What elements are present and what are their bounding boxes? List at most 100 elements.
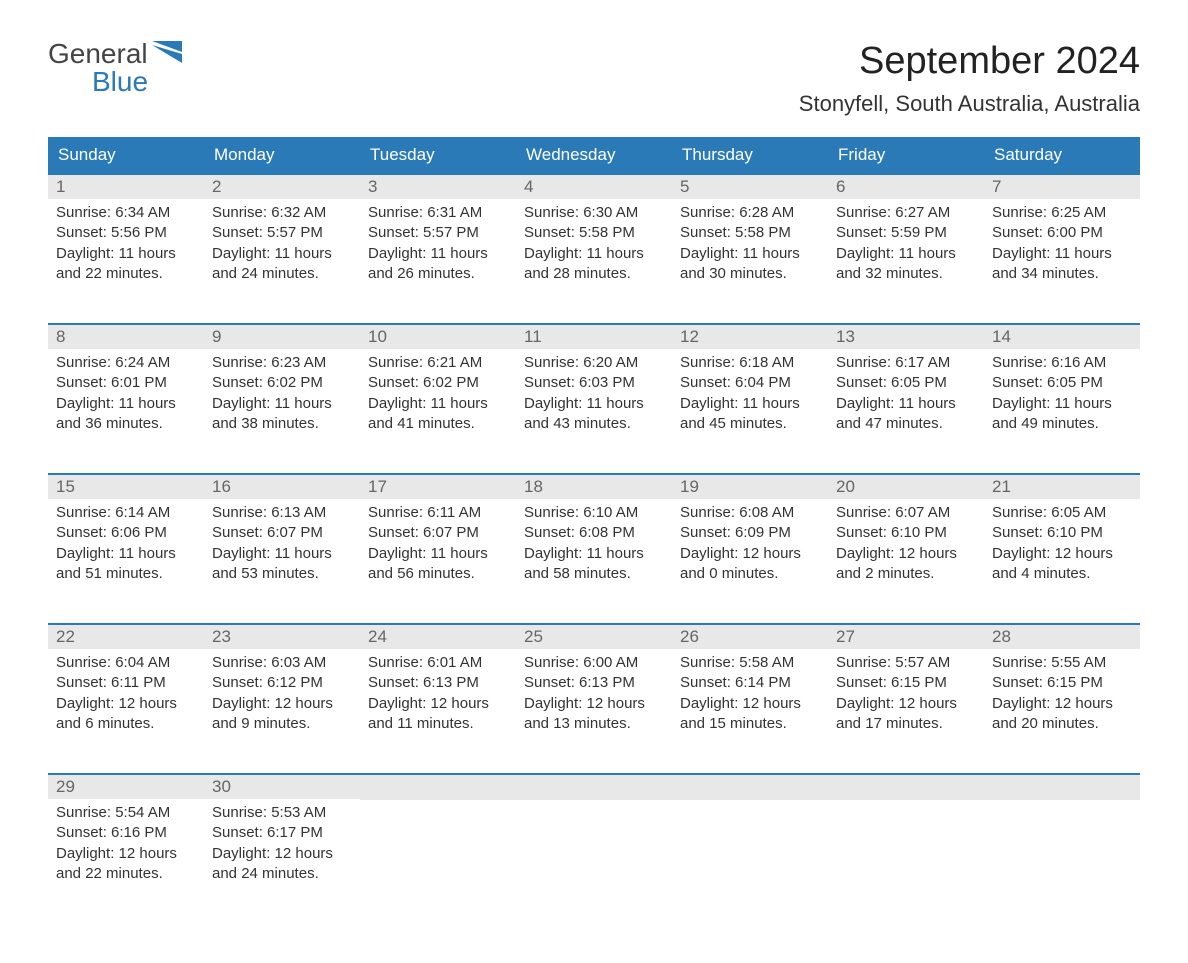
day-daylight2: and 53 minutes. [212, 564, 352, 584]
day-sunrise: Sunrise: 6:08 AM [680, 503, 820, 523]
day-daylight1: Daylight: 12 hours [56, 694, 196, 714]
day-daylight2: and 2 minutes. [836, 564, 976, 584]
week-row: 29Sunrise: 5:54 AMSunset: 6:16 PMDayligh… [48, 773, 1140, 895]
day-number: 18 [524, 477, 543, 496]
day-sunset: Sunset: 6:03 PM [524, 373, 664, 393]
empty-number-row [672, 775, 828, 800]
day-sunrise: Sunrise: 6:04 AM [56, 653, 196, 673]
day-cell: 11Sunrise: 6:20 AMSunset: 6:03 PMDayligh… [516, 325, 672, 445]
day-number-row: 30 [204, 775, 360, 799]
day-cell: 5Sunrise: 6:28 AMSunset: 5:58 PMDaylight… [672, 175, 828, 295]
day-sunrise: Sunrise: 6:03 AM [212, 653, 352, 673]
day-sunrise: Sunrise: 6:18 AM [680, 353, 820, 373]
logo-text-top: General [48, 40, 148, 68]
day-cell: 18Sunrise: 6:10 AMSunset: 6:08 PMDayligh… [516, 475, 672, 595]
day-cell: 28Sunrise: 5:55 AMSunset: 6:15 PMDayligh… [984, 625, 1140, 745]
day-cell: 23Sunrise: 6:03 AMSunset: 6:12 PMDayligh… [204, 625, 360, 745]
day-sunset: Sunset: 6:16 PM [56, 823, 196, 843]
day-number: 4 [524, 177, 533, 196]
day-sunset: Sunset: 5:57 PM [368, 223, 508, 243]
day-content: Sunrise: 6:18 AMSunset: 6:04 PMDaylight:… [672, 349, 828, 442]
day-content: Sunrise: 6:17 AMSunset: 6:05 PMDaylight:… [828, 349, 984, 442]
day-content: Sunrise: 6:27 AMSunset: 5:59 PMDaylight:… [828, 199, 984, 292]
day-sunset: Sunset: 6:13 PM [368, 673, 508, 693]
day-daylight1: Daylight: 11 hours [836, 394, 976, 414]
day-content: Sunrise: 6:13 AMSunset: 6:07 PMDaylight:… [204, 499, 360, 592]
day-number: 1 [56, 177, 65, 196]
day-content: Sunrise: 6:28 AMSunset: 5:58 PMDaylight:… [672, 199, 828, 292]
day-daylight2: and 15 minutes. [680, 714, 820, 734]
month-title: September 2024 [799, 40, 1140, 83]
day-daylight2: and 47 minutes. [836, 414, 976, 434]
day-number: 25 [524, 627, 543, 646]
week-row: 8Sunrise: 6:24 AMSunset: 6:01 PMDaylight… [48, 323, 1140, 445]
day-header-thursday: Thursday [672, 137, 828, 173]
day-number: 11 [524, 327, 542, 346]
day-cell: 12 Sunrise: 6:18 AMSunset: 6:04 PMDayligh… [672, 325, 828, 445]
day-number-row: 5 [672, 175, 828, 199]
day-sunrise: Sunrise: 6:21 AM [368, 353, 508, 373]
day-number: 27 [836, 627, 855, 646]
day-number: 14 [992, 327, 1011, 346]
day-sunset: Sunset: 6:01 PM [56, 373, 196, 393]
day-number-row: 16 [204, 475, 360, 499]
day-sunset: Sunset: 5:58 PM [680, 223, 820, 243]
day-header-wednesday: Wednesday [516, 137, 672, 173]
day-daylight2: and 30 minutes. [680, 264, 820, 284]
day-number: 8 [56, 327, 65, 346]
day-sunrise: Sunrise: 5:53 AM [212, 803, 352, 823]
day-number: 30 [212, 777, 231, 796]
empty-day-cell [672, 775, 828, 895]
day-number-row: 10 [360, 325, 516, 349]
day-sunrise: Sunrise: 5:54 AM [56, 803, 196, 823]
day-content: Sunrise: 6:07 AMSunset: 6:10 PMDaylight:… [828, 499, 984, 592]
day-cell: 29Sunrise: 5:54 AMSunset: 6:16 PMDayligh… [48, 775, 204, 895]
day-number: 12 [680, 327, 699, 346]
day-number: 10 [368, 327, 387, 346]
day-daylight1: Daylight: 12 hours [992, 694, 1132, 714]
day-sunset: Sunset: 6:05 PM [836, 373, 976, 393]
day-daylight1: Daylight: 11 hours [212, 244, 352, 264]
day-number-row: 13 [828, 325, 984, 349]
empty-number-row [984, 775, 1140, 800]
day-content: Sunrise: 5:58 AMSunset: 6:14 PMDaylight:… [672, 649, 828, 742]
day-daylight1: Daylight: 11 hours [368, 394, 508, 414]
day-content: Sunrise: 6:00 AMSunset: 6:13 PMDaylight:… [516, 649, 672, 742]
day-daylight2: and 26 minutes. [368, 264, 508, 284]
day-sunrise: Sunrise: 6:00 AM [524, 653, 664, 673]
day-sunset: Sunset: 6:02 PM [368, 373, 508, 393]
day-sunset: Sunset: 5:59 PM [836, 223, 976, 243]
day-sunrise: Sunrise: 6:32 AM [212, 203, 352, 223]
day-daylight2: and 38 minutes. [212, 414, 352, 434]
title-block: September 2024 Stonyfell, South Australi… [799, 40, 1140, 117]
day-header-tuesday: Tuesday [360, 137, 516, 173]
day-sunset: Sunset: 6:15 PM [836, 673, 976, 693]
day-number-row: 8 [48, 325, 204, 349]
day-number-row: 17 [360, 475, 516, 499]
day-number: 19 [680, 477, 699, 496]
day-sunset: Sunset: 6:04 PM [680, 373, 820, 393]
day-sunrise: Sunrise: 6:27 AM [836, 203, 976, 223]
day-sunrise: Sunrise: 6:17 AM [836, 353, 976, 373]
day-sunset: Sunset: 6:14 PM [680, 673, 820, 693]
day-content: Sunrise: 5:53 AMSunset: 6:17 PMDaylight:… [204, 799, 360, 892]
day-number-row: 19 [672, 475, 828, 499]
day-number-row: 11 [516, 325, 672, 349]
day-header-saturday: Saturday [984, 137, 1140, 173]
day-number: 29 [56, 777, 75, 796]
day-sunrise: Sunrise: 6:31 AM [368, 203, 508, 223]
day-number-row: 4 [516, 175, 672, 199]
day-cell: 2Sunrise: 6:32 AMSunset: 5:57 PMDaylight… [204, 175, 360, 295]
day-sunset: Sunset: 6:09 PM [680, 523, 820, 543]
day-cell: 22Sunrise: 6:04 AMSunset: 6:11 PMDayligh… [48, 625, 204, 745]
day-number: 16 [212, 477, 231, 496]
day-sunset: Sunset: 5:58 PM [524, 223, 664, 243]
day-number-row: 29 [48, 775, 204, 799]
day-content: Sunrise: 6:34 AMSunset: 5:56 PMDaylight:… [48, 199, 204, 292]
day-number: 7 [992, 177, 1001, 196]
day-sunset: Sunset: 6:08 PM [524, 523, 664, 543]
day-number-row: 26 [672, 625, 828, 649]
day-daylight2: and 11 minutes. [368, 714, 508, 734]
day-cell: 8Sunrise: 6:24 AMSunset: 6:01 PMDaylight… [48, 325, 204, 445]
day-daylight1: Daylight: 11 hours [56, 394, 196, 414]
